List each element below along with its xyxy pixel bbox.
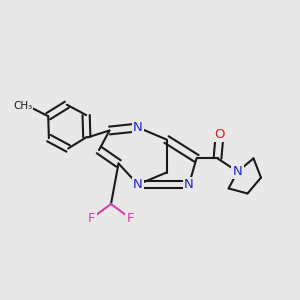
Text: O: O bbox=[214, 128, 225, 141]
Text: N: N bbox=[184, 178, 194, 191]
Text: N: N bbox=[233, 165, 242, 178]
Text: N: N bbox=[133, 121, 143, 134]
Text: N: N bbox=[133, 178, 143, 191]
Text: F: F bbox=[88, 212, 95, 225]
Text: CH₃: CH₃ bbox=[13, 101, 32, 111]
Text: F: F bbox=[127, 212, 134, 225]
